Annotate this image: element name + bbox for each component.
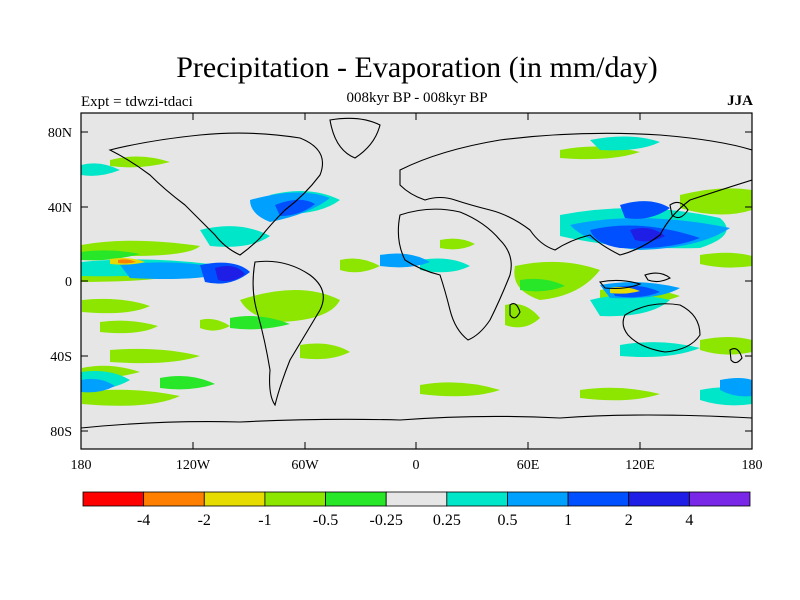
colorbar-label: -4 <box>137 512 150 529</box>
coastlines <box>81 117 752 429</box>
lat-label-40n: 40N <box>48 201 72 216</box>
colorbar-swatch <box>385 491 448 507</box>
colorbar-label: 0.5 <box>497 512 517 529</box>
lon-tick-marks <box>192 113 641 449</box>
lon-label-180e: 180 <box>742 458 763 473</box>
map-subtitle: 008kyr BP - 008kyr BP <box>346 90 488 106</box>
experiment-label: Expt = tdwzi-tdaci <box>81 94 193 110</box>
colorbar-swatch <box>628 491 690 507</box>
south-america-coast <box>252 260 324 407</box>
colorbar-label: 4 <box>685 512 693 529</box>
colorbar-swatch <box>264 491 326 507</box>
lon-label-120w: 120W <box>176 458 211 473</box>
greenland-coast <box>329 117 381 159</box>
lon-tick-labels: 180 120W 60W 0 60E 120E 180 <box>71 458 763 473</box>
colorbar-label: 2 <box>625 512 633 529</box>
new-zealand-coast <box>729 348 743 364</box>
colorbar-swatch <box>567 491 630 507</box>
lat-label-80n: 80N <box>48 126 72 141</box>
season-label: JJA <box>727 93 753 109</box>
colorbar-label: -0.5 <box>313 512 338 529</box>
colorbar-swatch <box>143 491 205 507</box>
blue-patches <box>200 199 700 298</box>
colorbar-swatch <box>325 491 387 507</box>
japan-coast <box>669 201 689 219</box>
colorbar-swatch <box>446 491 508 507</box>
colorbar-label: -2 <box>198 512 211 529</box>
australia-coast <box>622 303 701 353</box>
colorbar-swatch <box>82 491 145 507</box>
lat-label-40s: 40S <box>50 350 72 365</box>
antarctica-coast <box>81 414 752 429</box>
colorbar-label: -1 <box>258 512 271 529</box>
eurasia-coast <box>399 132 752 256</box>
lon-label-180w: 180 <box>71 458 92 473</box>
lat-tick-labels: 80N 40N 0 40S 80S <box>48 126 72 440</box>
lon-label-120e: 120E <box>625 458 655 473</box>
lat-tick-marks <box>81 131 752 432</box>
colorbar-label: 0.25 <box>433 512 461 529</box>
north-america-coast <box>108 132 324 256</box>
colorbar-swatch <box>507 491 569 507</box>
lon-label-60w: 60W <box>291 458 319 473</box>
colorbar-label: 1 <box>564 512 572 529</box>
anomaly-field <box>81 136 752 406</box>
map-title: Precipitation - Evaporation (in mm/day) <box>176 51 658 84</box>
lon-label-60e: 60E <box>517 458 540 473</box>
colorbar-swatch <box>203 491 266 507</box>
colorbar-swatch <box>688 491 751 507</box>
colorbar: -4 -2 -1 -0.5 -0.25 0.25 0.5 1 2 4 <box>82 491 751 529</box>
orange-patches <box>118 259 136 264</box>
africa-coast <box>397 208 512 341</box>
lon-label-0: 0 <box>413 458 420 473</box>
indonesia-coast <box>598 272 672 290</box>
colorbar-label: -0.25 <box>370 512 403 529</box>
lat-label-80s: 80S <box>50 425 72 440</box>
lat-label-0: 0 <box>65 275 72 290</box>
madagascar-coast <box>509 303 521 319</box>
